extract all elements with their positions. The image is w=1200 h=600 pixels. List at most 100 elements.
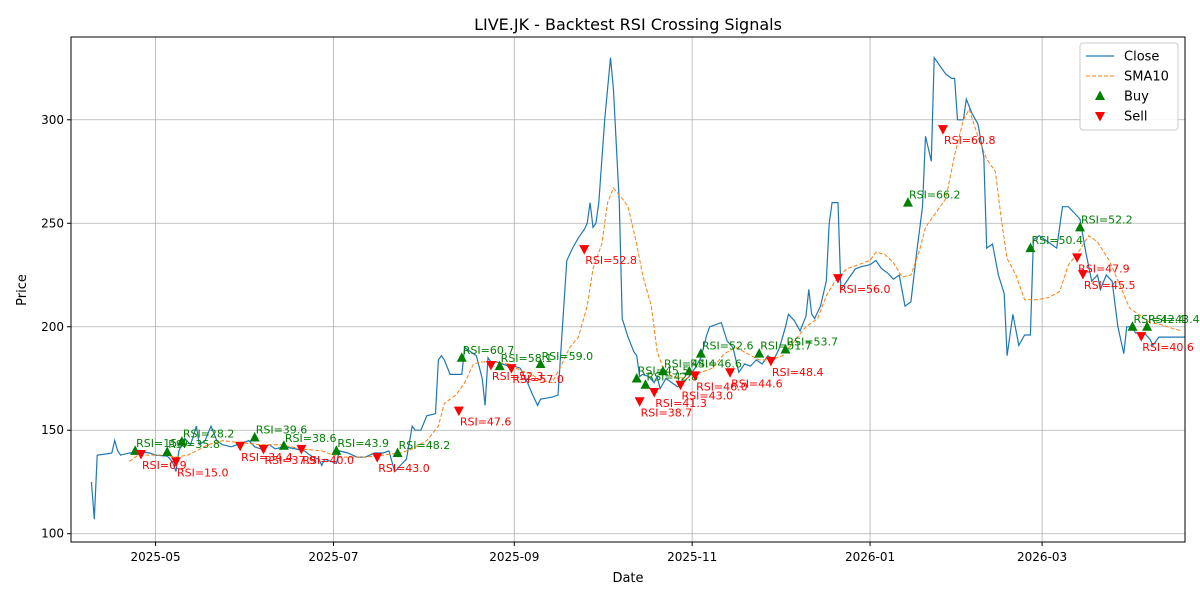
sell-signal-label: RSI=47.9 — [1078, 262, 1130, 275]
sell-signal-label: RSI=56.0 — [839, 283, 891, 296]
buy-signal: RSI=42.4 — [1127, 313, 1185, 331]
sell-signal-label: RSI=60.8 — [944, 134, 996, 147]
legend-item-buy: Buy — [1095, 90, 1149, 105]
sell-signal: RSI=43.0 — [372, 453, 430, 475]
sell-marker — [634, 397, 645, 407]
grid-lines — [71, 37, 1185, 542]
sell-marker — [725, 368, 736, 378]
legend-label: Sell — [1124, 110, 1147, 125]
sell-signal: RSI=38.7 — [634, 397, 693, 419]
buy-marker — [162, 446, 173, 456]
sell-marker — [579, 245, 590, 255]
sell-marker — [372, 453, 383, 463]
y-axis-title: Price — [15, 274, 30, 306]
sell-signal-label: RSI=40.0 — [302, 454, 354, 467]
sell-signal: RSI=44.6 — [725, 368, 783, 390]
buy-marker — [631, 372, 642, 383]
sell-signal: RSI=34.4 — [235, 441, 293, 464]
sell-signal: RSI=56.0 — [832, 274, 891, 296]
sell-marker — [765, 356, 776, 367]
legend-item-sma: SMA10 — [1086, 70, 1169, 85]
buy-signal: RSI=52.6 — [695, 340, 754, 358]
sell-signal: RSI=41.3 — [649, 387, 707, 410]
buy-signal-label: RSI=52.6 — [702, 340, 754, 353]
sell-signal: RSI=40.0 — [296, 444, 354, 467]
buy-marker — [1075, 221, 1086, 232]
y-tick-label: 300 — [41, 113, 64, 127]
sell-signal-label: RSI=46.0 — [696, 380, 748, 393]
sell-signal: RSI=47.9 — [1072, 253, 1130, 275]
sell-signal-label: RSI=38.7 — [641, 406, 693, 419]
sell-marker — [1077, 269, 1088, 280]
buy-signal-label: RSI=48.2 — [399, 439, 451, 452]
buy-marker — [695, 348, 706, 358]
sell-signal: RSI=15.0 — [170, 457, 229, 479]
sell-signal-label: RSI=40.6 — [1142, 341, 1194, 354]
buy-signal: RSI=43.4 — [1142, 313, 1200, 331]
legend-label: SMA10 — [1124, 70, 1169, 85]
buy-marker — [754, 348, 765, 358]
y-tick-label: 100 — [41, 527, 64, 541]
buy-signal-label: RSI=59.0 — [542, 350, 594, 363]
y-axis-ticks: 100 150 200 250 300 — [41, 113, 71, 541]
chart-title: LIVE.JK - Backtest RSI Crossing Signals — [474, 15, 782, 34]
sell-signal-label: RSI=15.0 — [177, 466, 229, 479]
x-tick-label: 2026-01 — [845, 550, 895, 564]
sell-signal-label: RSI=47.6 — [460, 416, 512, 429]
sell-signal: RSI=40.6 — [1136, 332, 1194, 354]
buy-marker — [902, 197, 913, 207]
sell-marker — [258, 444, 269, 455]
x-axis-title: Date — [612, 571, 643, 586]
legend-item-close: Close — [1086, 50, 1159, 65]
sell-signal-label: RSI=44.6 — [731, 377, 783, 390]
sell-signal-label: RSI=52.8 — [585, 254, 637, 267]
buy-marker — [657, 365, 668, 376]
buy-signal: RSI=53.7 — [780, 336, 838, 354]
buy-signal: RSI=44.4 — [657, 357, 716, 376]
plot-frame — [70, 36, 1186, 543]
sell-marker — [453, 406, 464, 417]
sell-signal-label: RSI=57.0 — [512, 373, 564, 386]
legend-item-sell: Sell — [1095, 110, 1147, 125]
buy-marker — [1025, 242, 1036, 253]
sell-signal-label: RSI=41.3 — [655, 397, 707, 410]
sell-marker — [235, 441, 246, 452]
legend-box — [1079, 42, 1179, 131]
sell-marker — [937, 125, 948, 135]
legend: Close SMA10 Buy Sell — [1079, 42, 1179, 131]
buy-marker — [780, 344, 791, 354]
buy-signal: RSI=43.9 — [331, 437, 389, 455]
legend-label: Close — [1124, 50, 1159, 65]
sell-marker — [690, 371, 701, 381]
buy-signal: RSI=59.0 — [535, 350, 594, 369]
x-axis-ticks: 2025-05 2025-07 2025-09 2025-11 2026-01 2026-… — [131, 542, 1067, 564]
sell-signal-label: RSI=37.9 — [264, 454, 316, 467]
buy-signal-label: RSI=15.0 — [136, 437, 188, 450]
sell-signal-label: RSI=48.4 — [772, 366, 824, 379]
buy-signal-label: RSI=50.4 — [1031, 234, 1083, 247]
buy-marker — [331, 445, 342, 455]
buy-signal-label: RSI=39.6 — [256, 423, 308, 436]
buy-signal: RSI=66.2 — [902, 189, 961, 207]
buy-signal: RSI=39.6 — [249, 423, 308, 442]
sell-marker — [1072, 253, 1083, 263]
sell-signal: RSI=43.0 — [675, 380, 733, 403]
buy-signal-label: RSI=43.9 — [337, 437, 389, 450]
x-tick-label: 2025-09 — [489, 550, 539, 564]
sell-signal: RSI=60.8 — [937, 125, 996, 147]
sell-marker — [135, 450, 146, 460]
sell-signal-label: RSI=34.4 — [241, 451, 293, 464]
sell-signal: RSI=57.0 — [506, 364, 564, 386]
sma10-line — [129, 108, 1183, 462]
sell-marker — [832, 274, 843, 284]
sell-signal: RSI=52.8 — [579, 245, 637, 267]
x-tick-label: 2025-11 — [667, 550, 717, 564]
sell-signal: RSI=45.5 — [1077, 269, 1136, 292]
buy-signal: RSI=48.2 — [392, 439, 451, 458]
buy-marker — [392, 447, 403, 458]
buy-signal: RSI=35.8 — [162, 438, 220, 456]
sell-marker — [296, 444, 307, 455]
x-tick-label: 2025-07 — [308, 550, 358, 564]
y-tick-label: 150 — [41, 423, 64, 437]
